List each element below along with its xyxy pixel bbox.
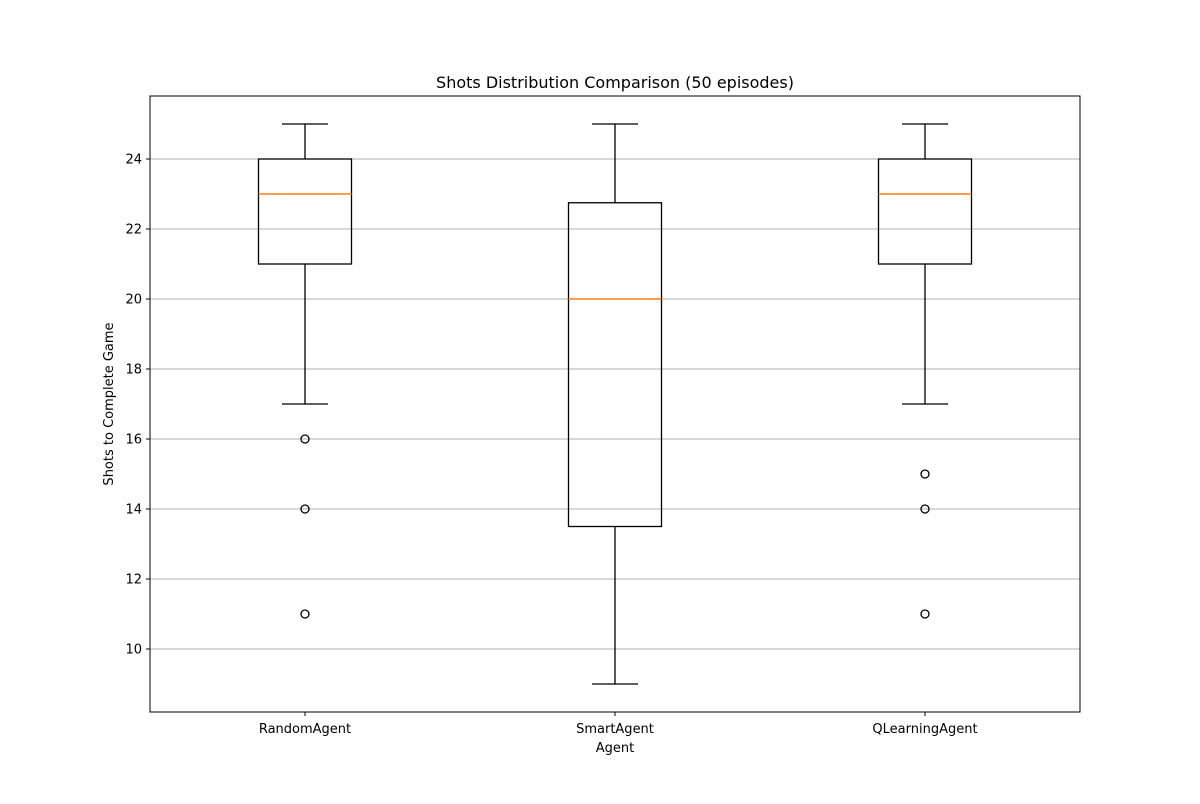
y-axis-ticks: 10 12 14 16 18 20 22 24 — [125, 153, 150, 658]
box-group-QLearningAgent — [877, 123, 973, 619]
outlier-point — [920, 609, 930, 619]
y-tick-label: 24 — [125, 153, 142, 168]
outlier-point — [920, 504, 930, 514]
outlier-point — [300, 609, 310, 619]
outlier-point — [300, 434, 310, 444]
iqr-box — [257, 158, 353, 265]
iqr-box — [567, 202, 663, 528]
y-axis-label: Shots to Complete Game — [102, 322, 117, 485]
x-axis-label: Agent — [596, 741, 634, 756]
y-tick-label: 20 — [125, 293, 142, 308]
box-group-SmartAgent — [567, 123, 663, 685]
chart-title: Shots Distribution Comparison (50 episod… — [436, 73, 794, 92]
y-tick-label: 10 — [125, 643, 142, 658]
y-tick-label: 14 — [125, 503, 142, 518]
box-group-RandomAgent — [257, 123, 353, 619]
outlier-point — [920, 469, 930, 479]
outlier-point — [300, 504, 310, 514]
y-tick-label: 22 — [125, 223, 142, 238]
x-axis-ticks: RandomAgent SmartAgent QLearningAgent — [259, 712, 978, 737]
y-tick-label: 12 — [125, 573, 142, 588]
x-tick-label: SmartAgent — [576, 722, 654, 737]
iqr-box — [877, 158, 973, 265]
y-tick-label: 16 — [125, 433, 142, 448]
y-tick-label: 18 — [125, 363, 142, 378]
x-tick-label: RandomAgent — [259, 722, 351, 737]
x-tick-label: QLearningAgent — [872, 722, 977, 737]
boxes — [257, 123, 973, 685]
